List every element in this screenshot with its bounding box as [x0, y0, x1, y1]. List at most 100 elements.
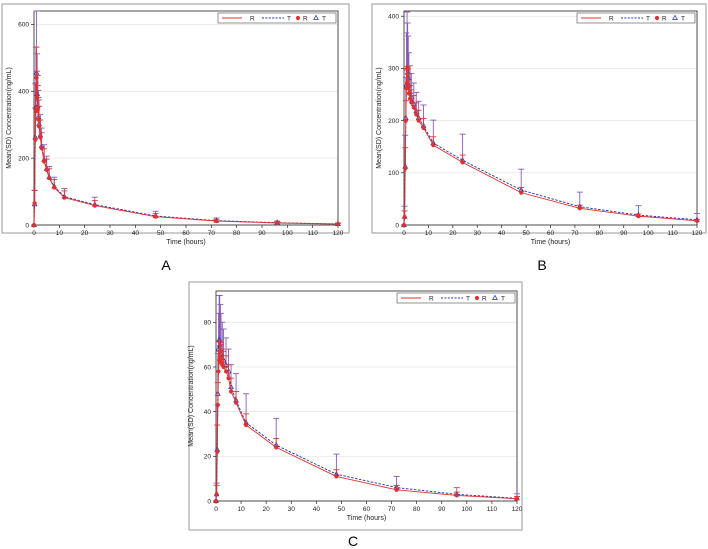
- x-tick-label: 0: [214, 506, 218, 513]
- x-tick-label: 110: [667, 230, 678, 237]
- y-tick-label: 200: [18, 155, 29, 162]
- legend-marker-t: [672, 14, 678, 20]
- x-tick-label: 40: [313, 506, 321, 513]
- data-point-r: [38, 135, 43, 140]
- data-point-r: [214, 218, 219, 224]
- data-point-r: [221, 364, 226, 370]
- data-point-r: [52, 185, 57, 190]
- data-point-r: [215, 402, 220, 408]
- data-point-r: [402, 215, 407, 220]
- data-point-r: [226, 376, 231, 381]
- data-point-r: [577, 206, 582, 211]
- data-point-r: [403, 118, 408, 123]
- legend-marker-label-t: T: [322, 15, 326, 22]
- data-point-r: [223, 369, 229, 374]
- data-point-r: [405, 81, 410, 87]
- data-point-r: [416, 118, 421, 123]
- data-point-r: [411, 105, 416, 110]
- legend-marker-label-r: R: [303, 15, 308, 22]
- legend-marker-t: [492, 294, 498, 300]
- legend-marker-t: [313, 14, 319, 20]
- y-tick-label: 0: [207, 498, 211, 505]
- y-tick-label: 0: [25, 222, 29, 229]
- x-tick-label: 50: [157, 230, 165, 237]
- panel-label-c: C: [348, 533, 358, 549]
- data-point-r: [35, 95, 40, 101]
- x-tick-label: 70: [571, 230, 579, 237]
- legend-marker-r: [654, 15, 660, 21]
- panel-label-b: B: [537, 257, 546, 273]
- data-point-r: [431, 143, 436, 148]
- data-point-r: [36, 124, 42, 129]
- x-tick-label: 110: [307, 230, 318, 237]
- legend-label-r: R: [429, 295, 434, 302]
- x-tick-label: 40: [132, 230, 140, 237]
- data-point-r: [233, 400, 239, 405]
- data-point-r: [228, 389, 234, 394]
- x-tick-label: 120: [692, 230, 703, 237]
- panel-label-a: A: [161, 257, 171, 273]
- data-point-r: [244, 422, 249, 428]
- data-point-r: [42, 159, 47, 164]
- x-tick-label: 100: [643, 230, 654, 237]
- data-point-r: [519, 190, 524, 195]
- legend-label-r: R: [609, 15, 614, 22]
- panel-frame: [188, 281, 523, 531]
- x-tick-label: 40: [498, 230, 506, 237]
- x-tick-label: 60: [182, 230, 190, 237]
- x-tick-label: 10: [56, 230, 64, 237]
- x-axis-title: Time (hours): [166, 239, 205, 246]
- data-point-r: [335, 221, 341, 227]
- y-tick-label: 300: [388, 66, 399, 73]
- x-tick-label: 90: [258, 230, 266, 237]
- data-point-r: [636, 214, 641, 219]
- data-point-r: [214, 492, 219, 497]
- data-point-r: [33, 137, 38, 142]
- chart-panel-a: 0 10 20 30 40 50 60 70 80 90 100 110 120 0 200 400 600 Ti…: [1, 3, 350, 273]
- x-tick-label: 20: [449, 230, 457, 237]
- legend-marker-r: [295, 15, 301, 21]
- y-tick-label: 200: [388, 118, 399, 125]
- data-point-r: [36, 117, 41, 122]
- y-tick-label: 100: [388, 170, 399, 177]
- x-tick-label: 100: [461, 506, 472, 513]
- x-tick-label: 60: [363, 506, 371, 513]
- legend-label-t: T: [287, 15, 291, 22]
- y-tick-label: 40: [204, 409, 212, 416]
- x-tick-label: 10: [237, 506, 245, 513]
- x-tick-label: 50: [338, 506, 346, 513]
- legend-label-r: R: [250, 15, 255, 22]
- x-tick-label: 10: [425, 230, 433, 237]
- data-point-r: [454, 493, 459, 498]
- data-point-r: [406, 91, 411, 96]
- x-tick-label: 80: [413, 506, 421, 513]
- x-tick-label: 80: [596, 230, 604, 237]
- panel-frame: [1, 3, 350, 234]
- y-axis-title: Mean(SD) Concentration(ng/mL): [188, 345, 195, 447]
- x-tick-label: 50: [522, 230, 530, 237]
- series-r: [401, 65, 700, 228]
- legend-marker-label-t: T: [681, 15, 685, 22]
- y-tick-label: 20: [204, 454, 212, 461]
- data-point-r: [414, 112, 419, 117]
- data-point-r: [31, 222, 37, 228]
- y-tick-label: 600: [18, 22, 29, 29]
- x-tick-label: 90: [438, 506, 446, 513]
- x-tick-label: 0: [32, 230, 36, 237]
- legend-marker-label-r: R: [662, 15, 667, 22]
- x-tick-label: 80: [233, 230, 241, 237]
- series-r: [31, 46, 341, 228]
- y-tick-label: 400: [18, 89, 29, 96]
- x-tick-label: 30: [288, 506, 296, 513]
- data-point-r: [275, 220, 280, 226]
- x-tick-label: 120: [512, 506, 523, 513]
- data-point-r: [216, 369, 221, 374]
- x-tick-label: 30: [474, 230, 482, 237]
- x-axis-title: Time (hours): [347, 515, 386, 522]
- data-point-r: [401, 222, 407, 228]
- data-point-r: [47, 176, 52, 181]
- data-point-r: [44, 167, 49, 172]
